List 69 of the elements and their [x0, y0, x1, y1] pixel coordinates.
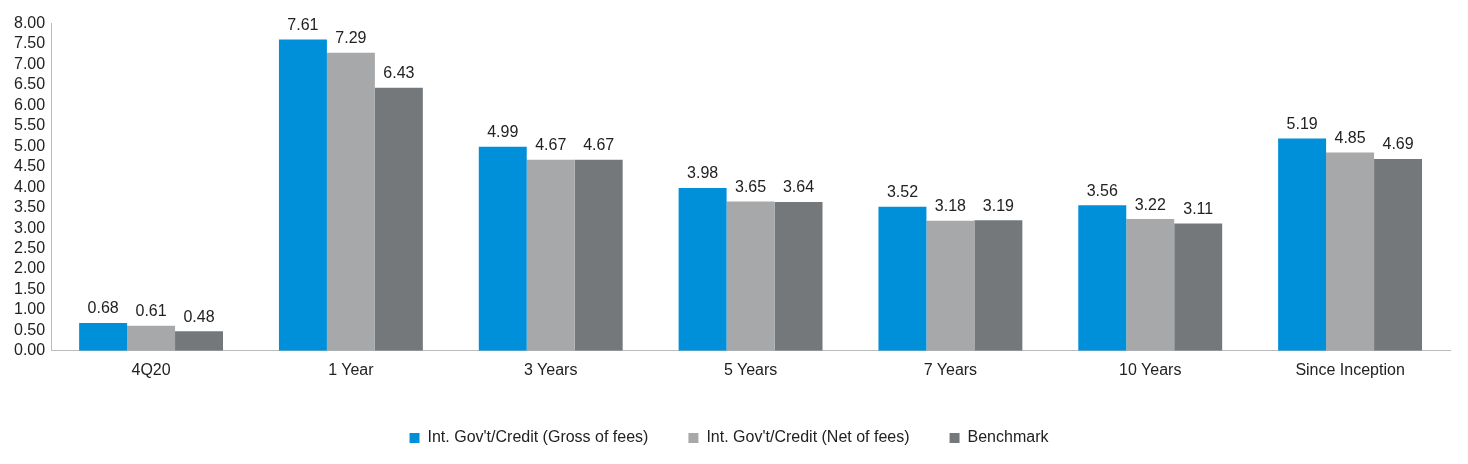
bar	[574, 159, 623, 351]
bar	[974, 220, 1023, 351]
bar	[774, 201, 823, 351]
y-tick-label: 0.50	[14, 320, 46, 338]
data-label: 3.11	[1183, 200, 1214, 218]
data-label: 5.19	[1286, 114, 1318, 132]
bar	[526, 159, 575, 351]
bar	[127, 325, 176, 351]
bar	[1126, 219, 1175, 351]
bar	[278, 39, 327, 351]
data-label: 3.52	[886, 183, 919, 201]
data-label: 4.85	[1334, 128, 1366, 146]
x-tick-label: 10 Years	[1119, 360, 1182, 378]
data-label: 4.67	[535, 136, 567, 154]
x-tick-label: 3 Years	[524, 360, 578, 378]
y-tick-label: 4.50	[14, 157, 46, 175]
x-tick-label: 7 Years	[923, 360, 978, 378]
bar	[1326, 152, 1375, 351]
bar	[1374, 158, 1423, 351]
bar	[678, 188, 727, 351]
bar	[926, 220, 975, 351]
data-label: 3.22	[1134, 195, 1166, 213]
data-label: 7.29	[335, 29, 367, 47]
x-tick-label: 4Q20	[131, 360, 171, 378]
y-tick-label: 7.00	[14, 54, 46, 72]
x-tick-label: 5 Years	[723, 360, 778, 378]
bar	[79, 322, 128, 351]
data-label: 3.64	[782, 178, 815, 196]
y-tick-label: 3.50	[14, 198, 46, 216]
bar	[878, 206, 927, 351]
data-label: 3.98	[687, 164, 719, 182]
x-tick-label: Since Inception	[1295, 360, 1405, 378]
bar	[1078, 205, 1127, 351]
bar	[726, 201, 775, 351]
legend-label: Benchmark	[967, 428, 1050, 446]
legend-label: Int. Gov't/Credit (Gross of fees)	[427, 428, 649, 446]
data-label: 4.67	[583, 136, 615, 154]
data-label: 7.61	[287, 15, 319, 33]
bar	[1174, 223, 1223, 351]
data-label: 3.19	[982, 196, 1015, 214]
y-tick-label: 4.00	[14, 177, 46, 195]
data-label: 0.68	[87, 299, 119, 317]
y-tick-label: 5.50	[14, 116, 46, 134]
bar	[1278, 138, 1327, 351]
data-label: 4.69	[1382, 135, 1414, 153]
data-label: 3.56	[1086, 181, 1118, 199]
y-tick-label: 0.00	[14, 341, 46, 359]
legend-label: Int. Gov't/Credit (Net of fees)	[706, 428, 910, 446]
data-label: 3.65	[735, 177, 767, 195]
bar	[175, 331, 223, 351]
data-label: 0.61	[135, 302, 167, 320]
data-label: 4.99	[487, 123, 519, 141]
y-tick-label: 1.50	[14, 279, 46, 297]
x-tick-label: 1 Year	[328, 360, 375, 378]
data-label: 3.18	[934, 197, 967, 215]
data-label: 6.43	[383, 64, 415, 82]
bar	[478, 146, 527, 351]
y-tick-label: 2.50	[14, 238, 46, 256]
y-tick-label: 6.00	[14, 95, 46, 113]
bar	[326, 52, 375, 351]
y-tick-label: 1.00	[14, 300, 46, 318]
y-tick-label: 8.00	[14, 14, 46, 32]
y-tick-label: 7.50	[14, 34, 46, 52]
y-tick-label: 5.00	[14, 136, 46, 154]
data-label: 0.48	[183, 307, 215, 325]
y-tick-label: 2.00	[14, 259, 46, 277]
y-tick-label: 3.00	[14, 218, 46, 236]
y-tick-label: 6.50	[14, 75, 46, 93]
bar	[374, 87, 423, 351]
